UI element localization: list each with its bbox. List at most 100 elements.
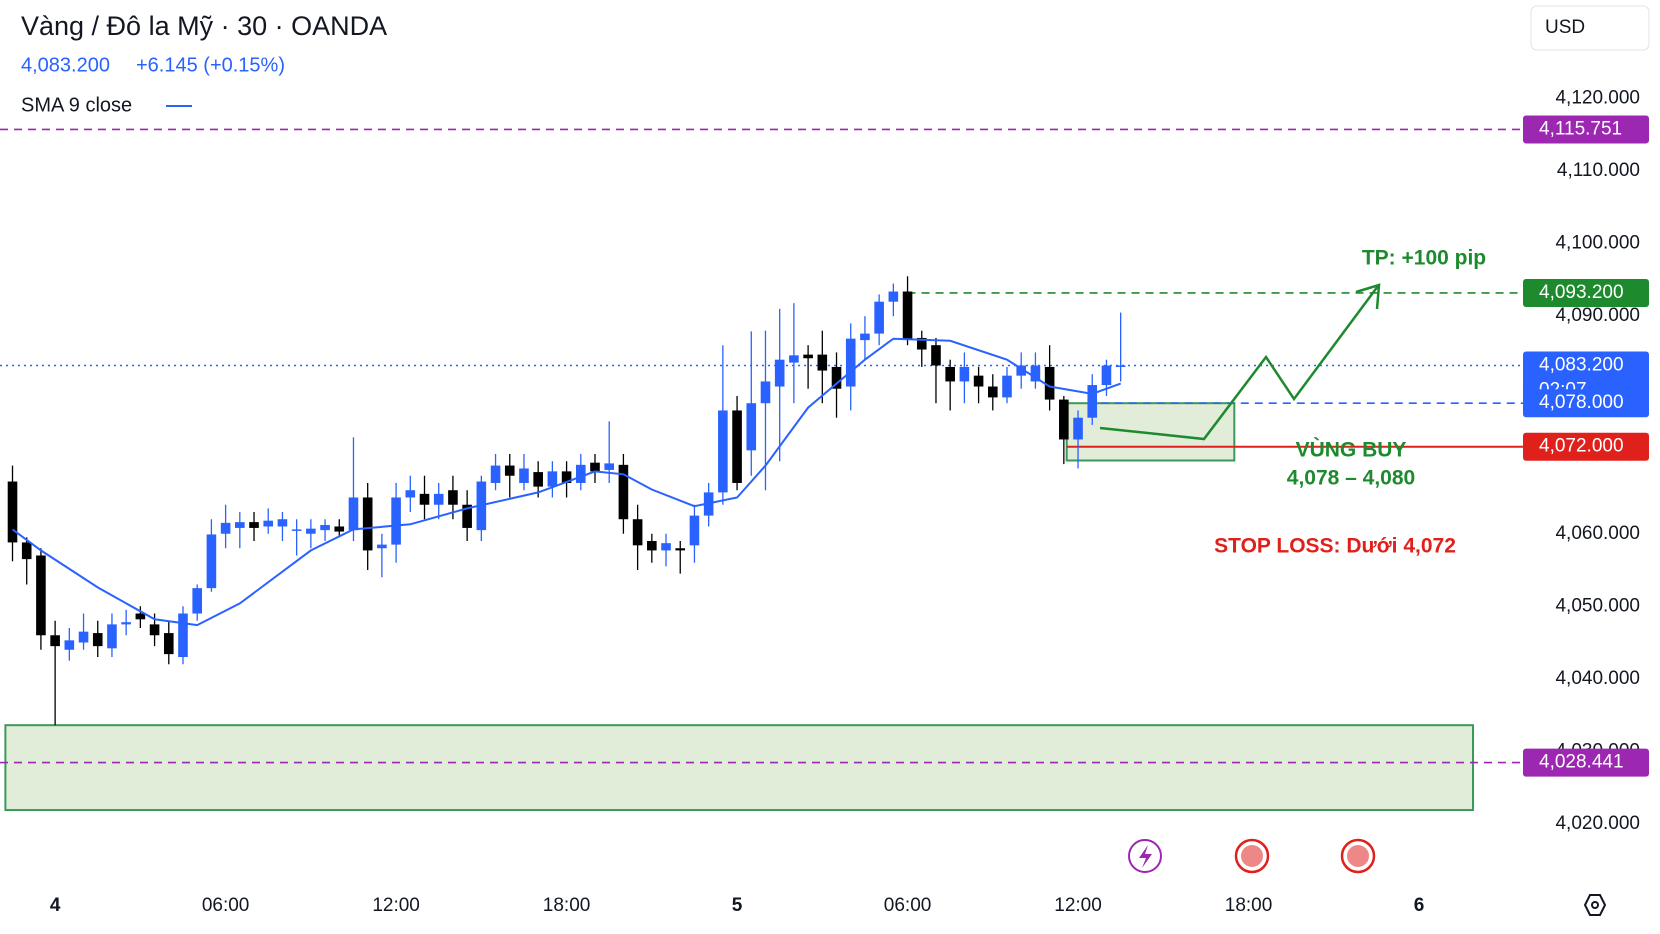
candle-body (277, 519, 288, 527)
candle-body (888, 291, 899, 302)
candle-body (533, 472, 543, 487)
candle-body (50, 635, 60, 647)
candle-body (36, 555, 46, 636)
x-tick-label: 06:00 (202, 895, 250, 916)
stop-label: STOP LOSS: Dưới 4,072 (1214, 535, 1456, 558)
candle-body (746, 403, 757, 451)
candle-body (987, 386, 998, 398)
candle-body (604, 463, 615, 470)
price-badge-label: 4,093.200 (1539, 282, 1624, 303)
x-tick-label: 06:00 (884, 895, 932, 916)
currency-button[interactable] (1530, 5, 1650, 51)
x-tick-label: 18:00 (1225, 895, 1273, 916)
sma-line (11, 337, 1122, 627)
candle-body (931, 345, 941, 366)
chart-title: Vàng / Đô la Mỹ · 30 · OANDA (21, 11, 387, 41)
candle-body (860, 333, 870, 341)
candle-body (78, 631, 89, 643)
settings-icon[interactable] (1583, 894, 1607, 916)
flag-fill (1241, 845, 1263, 867)
price-badge (1523, 748, 1649, 777)
y-tick-label: 4,090.000 (1555, 305, 1640, 326)
candle-body (1087, 385, 1098, 418)
arrow-head (1355, 283, 1381, 310)
price-badge (1523, 389, 1649, 418)
candle-body (206, 534, 217, 589)
candle-body (1101, 365, 1112, 386)
candle-body (178, 613, 188, 658)
candle-body (916, 337, 927, 350)
candle-body (902, 291, 913, 339)
y-tick-label: 4,100.000 (1555, 233, 1640, 254)
candle-body (320, 525, 330, 531)
candle-body (519, 468, 529, 483)
candle-body (135, 613, 146, 620)
flag-fill (1347, 845, 1369, 867)
candle-body (448, 490, 458, 505)
candle-body (462, 504, 472, 528)
candle-body (845, 338, 856, 387)
candle-body (263, 520, 274, 527)
candle-body (718, 410, 728, 493)
price-badge (1523, 278, 1649, 307)
candle-body (647, 540, 657, 551)
candle-body (92, 633, 103, 647)
candle-body (433, 493, 444, 505)
buy-range: 4,078 – 4,080 (1287, 467, 1415, 490)
price-badge-label: 4,028.441 (1539, 752, 1624, 773)
candle-body (590, 462, 600, 472)
currency[interactable]: USD (1545, 17, 1585, 38)
y-tick-label: 4,040.000 (1555, 668, 1640, 689)
buy-label: VÙNG BUY (1296, 438, 1407, 462)
candle-body (661, 543, 671, 551)
x-tick-label: 18:00 (543, 895, 591, 916)
candle-body (789, 355, 799, 363)
y-tick-label: 4,020.000 (1555, 813, 1640, 834)
price-badge (1523, 432, 1649, 461)
candle-body (391, 497, 401, 545)
x-tick-label: 12:00 (372, 895, 420, 916)
candle-body (945, 366, 955, 382)
candle-body (1002, 375, 1012, 398)
x-tick-label: 5 (732, 895, 743, 916)
candle-body (803, 354, 813, 359)
candle-body (362, 497, 373, 551)
y-tick-label: 4,120.000 (1555, 88, 1640, 109)
candle-body (107, 624, 117, 649)
candle-body (348, 497, 359, 531)
indicator-label[interactable]: SMA 9 close (21, 94, 132, 116)
candle-body (377, 544, 387, 549)
candle-body (1016, 365, 1027, 376)
price-change: +6.145 (+0.15%) (136, 54, 285, 76)
candle-body (220, 522, 231, 534)
candle-body (760, 381, 771, 404)
price-badge-label: 4,078.000 (1539, 392, 1624, 413)
candle-body (163, 633, 174, 655)
candle-body (419, 493, 430, 505)
candle-body (817, 354, 828, 371)
x-tick-label: 4 (50, 895, 61, 916)
candle-body (334, 526, 345, 532)
candle-body (689, 515, 700, 546)
candle-body (774, 359, 785, 387)
candle-body (618, 464, 629, 520)
candle-body (1115, 365, 1126, 367)
zone (4, 724, 1475, 812)
candle-body (235, 522, 245, 528)
y-tick-label: 4,060.000 (1555, 523, 1640, 544)
candle-body (1059, 399, 1069, 440)
candle-body (249, 522, 259, 528)
price-badge-label: 4,072.000 (1539, 436, 1624, 457)
price-badge-label: 4,083.200 (1539, 355, 1624, 376)
plot-area: 4,120.000 4,110.000 4,100.000 4,090.000 4,06… (0, 88, 1649, 916)
x-tick-label: 6 (1414, 895, 1425, 916)
candle-body (547, 471, 558, 487)
candle-body (504, 465, 515, 476)
candle-body (831, 366, 842, 389)
candle-body (291, 529, 302, 531)
candle-body (973, 375, 984, 387)
candle-body (1044, 366, 1055, 400)
candle-body (121, 622, 131, 625)
